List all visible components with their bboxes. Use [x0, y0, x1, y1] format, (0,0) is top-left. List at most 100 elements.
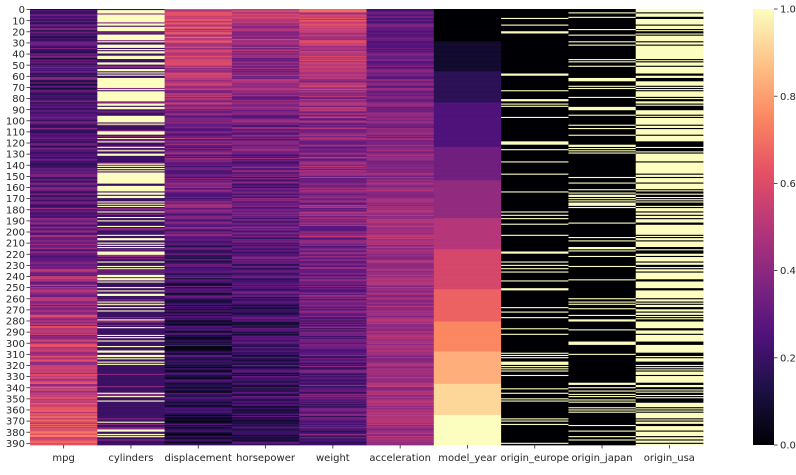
heatmap-cell: [501, 92, 569, 94]
heatmap-cell: [501, 213, 569, 216]
heatmap-cell: [568, 229, 637, 231]
heatmap-cell: [164, 89, 233, 91]
heatmap-cell: [164, 63, 233, 65]
heatmap-cell: [635, 209, 704, 211]
heatmap-cell: [366, 440, 435, 443]
heatmap-cell: [433, 115, 502, 118]
y-tick-label: 90: [12, 105, 25, 116]
heatmap-cell: [433, 42, 502, 44]
heatmap-cell: [501, 429, 569, 431]
heatmap-cell: [366, 314, 435, 317]
heatmap-cell: [299, 407, 367, 409]
heatmap-cell: [299, 287, 367, 289]
heatmap-cell: [635, 124, 704, 127]
heatmap-cell: [30, 244, 98, 247]
heatmap-cell: [501, 278, 569, 280]
heatmap-cell: [97, 16, 165, 19]
heatmap-cell: [501, 321, 569, 324]
heatmap-cell: [635, 34, 704, 37]
heatmap-cell: [30, 331, 98, 334]
heatmap-cell: [635, 298, 704, 300]
heatmap-cell: [366, 229, 435, 231]
x-tick-label: origin_europe: [501, 453, 569, 464]
heatmap-cell: [299, 51, 367, 53]
heatmap-cell: [635, 337, 704, 339]
heatmap-cell: [231, 359, 300, 361]
heatmap-cell: [231, 65, 300, 68]
heatmap-cell: [635, 152, 704, 154]
heatmap-cell: [501, 307, 569, 309]
heatmap-cell: [299, 432, 367, 435]
heatmap-cell: [231, 336, 300, 338]
heatmap-cell: [433, 175, 502, 178]
heatmap-cell: [433, 50, 502, 52]
heatmap-cell: [501, 305, 569, 308]
heatmap-cell: [433, 76, 502, 79]
heatmap-cell: [30, 381, 98, 384]
heatmap-cell: [433, 152, 502, 154]
heatmap-cell: [30, 139, 98, 141]
heatmap-cell: [30, 170, 98, 172]
heatmap-cell: [299, 141, 367, 143]
heatmap-cell: [231, 424, 300, 427]
heatmap-cell: [299, 96, 367, 99]
heatmap-cell: [164, 264, 233, 267]
heatmap-cell: [501, 227, 569, 229]
heatmap-cell: [635, 439, 704, 441]
heatmap-cell: [366, 59, 435, 61]
heatmap-cell: [366, 397, 435, 399]
heatmap-cell: [30, 241, 98, 243]
heatmap-cell: [97, 129, 165, 131]
heatmap-cell: [231, 302, 300, 305]
heatmap-cell: [164, 393, 233, 396]
heatmap-cell: [635, 180, 704, 182]
heatmap-cell: [501, 284, 569, 287]
heatmap-cell: [164, 427, 233, 429]
heatmap-cell: [164, 106, 233, 109]
heatmap-cell: [433, 368, 502, 370]
heatmap-cell: [231, 379, 300, 381]
heatmap-cell: [30, 82, 98, 84]
heatmap-cell: [635, 102, 704, 104]
heatmap-cell: [366, 93, 435, 95]
heatmap-cell: [299, 259, 367, 261]
heatmap-cell: [231, 134, 300, 137]
heatmap-cell: [568, 42, 637, 44]
heatmap-cell: [299, 262, 367, 265]
heatmap-cell: [501, 223, 569, 226]
heatmap-cell: [366, 9, 435, 11]
heatmap-cell: [366, 418, 435, 420]
heatmap-cell: [501, 350, 569, 352]
heatmap-cell: [568, 221, 637, 223]
heatmap-cell: [97, 22, 165, 24]
heatmap-cell: [501, 114, 569, 117]
heatmap-cell: [231, 164, 300, 167]
heatmap-cell: [164, 102, 233, 104]
heatmap-cell: [231, 401, 300, 404]
heatmap-cell: [635, 408, 704, 410]
heatmap-cell: [30, 308, 98, 310]
heatmap-cell: [568, 220, 637, 222]
heatmap-cell: [164, 125, 233, 128]
heatmap-cell: [30, 265, 98, 268]
heatmap-cell: [366, 32, 435, 34]
heatmap-cell: [97, 264, 165, 267]
heatmap-cell: [501, 422, 569, 425]
heatmap-cell: [164, 360, 233, 362]
heatmap-cell: [299, 152, 367, 154]
heatmap-cell: [164, 164, 233, 167]
heatmap-cell: [97, 136, 165, 139]
heatmap-cell: [501, 274, 569, 277]
heatmap-cell: [568, 414, 637, 417]
heatmap-cell: [30, 318, 98, 320]
heatmap-cell: [568, 301, 637, 303]
heatmap-cell: [30, 56, 98, 59]
heatmap-cell: [164, 280, 233, 282]
heatmap-cell: [433, 146, 502, 149]
heatmap-cell: [501, 402, 569, 405]
heatmap-cell: [164, 293, 233, 296]
heatmap-cell: [30, 203, 98, 206]
heatmap-cell: [299, 181, 367, 183]
heatmap-cell: [164, 417, 233, 419]
heatmap-cell: [366, 424, 435, 427]
